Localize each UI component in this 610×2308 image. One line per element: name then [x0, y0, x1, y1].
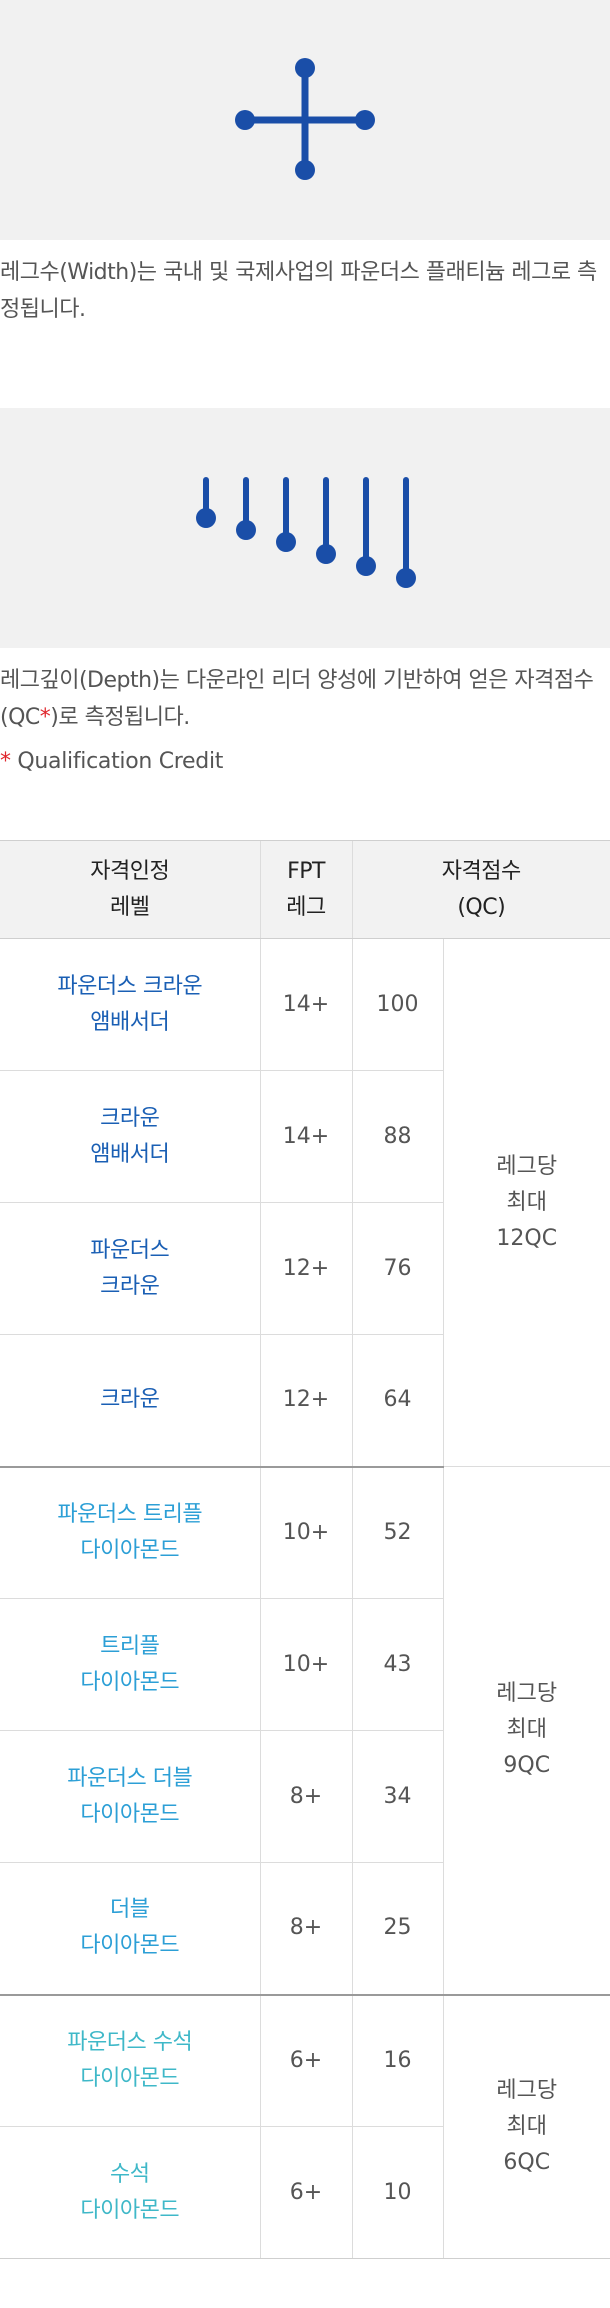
header-level: 자격인정 레벨 — [0, 840, 260, 939]
depth-lines-icon — [196, 477, 416, 588]
qc-cell: 52 — [351, 1466, 443, 1599]
depth-description: 레그깊이(Depth)는 다운라인 리더 양성에 기반하여 얻은 자격점수(QC… — [0, 668, 594, 730]
table-row: 파운더스 크라운 12+ 76 — [0, 1202, 610, 1335]
fpt-cell: 6+ — [259, 1994, 352, 2127]
table-row: 파운더스 더블 다이아몬드 8+ 34 — [0, 1730, 610, 1863]
fpt-cell: 12+ — [259, 1202, 352, 1335]
table-row: 트리플 다이아몬드 10+ 43 — [0, 1598, 610, 1731]
table-header-row: 자격인정 레벨 FPT 레그 자격점수 (QC) — [0, 840, 610, 939]
header-qc: 자격점수 (QC) — [351, 840, 610, 939]
header-fpt: FPT 레그 — [259, 840, 352, 939]
width-illustration — [0, 0, 610, 240]
fpt-cell: 14+ — [259, 938, 352, 1071]
level-cell: 파운더스 트리플 다이아몬드 — [0, 1466, 260, 1599]
qc-cell: 10 — [351, 2126, 443, 2259]
level-cell: 파운더스 크라운 — [0, 1202, 260, 1335]
level-cell: 파운더스 크라운 앰배서더 — [0, 938, 260, 1071]
group-max-cell: 레그당 최대 12QC — [442, 938, 610, 1467]
table-row: 파운더스 트리플 다이아몬드 10+ 52 레그당 최대 9QC — [0, 1466, 610, 1996]
qc-cell: 25 — [351, 1862, 443, 1996]
table-row: 크라운 앰배서더 14+ 88 — [0, 1070, 610, 1203]
width-description: 레그수(Width)는 국내 및 국제사업의 파운더스 플래티늄 레그로 측정됩… — [0, 260, 597, 322]
table-row: 파운더스 수석 다이아몬드 6+ 16 레그당 최대 6QC — [0, 1994, 610, 2259]
depth-illustration — [0, 408, 610, 648]
group-max-cell: 레그당 최대 6QC — [442, 1994, 610, 2259]
qualification-table: 자격인정 레벨 FPT 레그 자격점수 (QC) 파운더스 크라운 앰배서더 1… — [0, 840, 610, 2259]
fpt-cell: 12+ — [259, 1334, 352, 1468]
fpt-cell: 10+ — [259, 1598, 352, 1731]
group-max-cell: 레그당 최대 9QC — [442, 1466, 610, 1996]
level-cell: 트리플 다이아몬드 — [0, 1598, 260, 1731]
level-cell: 파운더스 수석 다이아몬드 — [0, 1994, 260, 2127]
level-cell: 수석 다이아몬드 — [0, 2126, 260, 2259]
qc-cell: 64 — [351, 1334, 443, 1468]
fpt-cell: 14+ — [259, 1070, 352, 1203]
qc-cell: 16 — [351, 1994, 443, 2127]
table-row: 더블 다이아몬드 8+ 25 — [0, 1862, 610, 1996]
qc-cell: 76 — [351, 1202, 443, 1335]
qc-footnote: * Qualification Credit — [0, 749, 224, 774]
fpt-cell: 8+ — [259, 1730, 352, 1863]
table-row: 수석 다이아몬드 6+ 10 — [0, 2126, 610, 2259]
level-cell: 파운더스 더블 다이아몬드 — [0, 1730, 260, 1863]
width-cross-icon — [235, 58, 375, 180]
level-cell: 더블 다이아몬드 — [0, 1862, 260, 1996]
qc-cell: 100 — [351, 938, 443, 1071]
table-row: 파운더스 크라운 앰배서더 14+ 100 레그당 최대 12QC — [0, 938, 610, 1467]
fpt-cell: 10+ — [259, 1466, 352, 1599]
level-cell: 크라운 — [0, 1334, 260, 1468]
fpt-cell: 8+ — [259, 1862, 352, 1996]
fpt-cell: 6+ — [259, 2126, 352, 2259]
qc-cell: 34 — [351, 1730, 443, 1863]
qc-cell: 88 — [351, 1070, 443, 1203]
qc-cell: 43 — [351, 1598, 443, 1731]
level-cell: 크라운 앰배서더 — [0, 1070, 260, 1203]
table-row: 크라운 12+ 64 — [0, 1334, 610, 1468]
